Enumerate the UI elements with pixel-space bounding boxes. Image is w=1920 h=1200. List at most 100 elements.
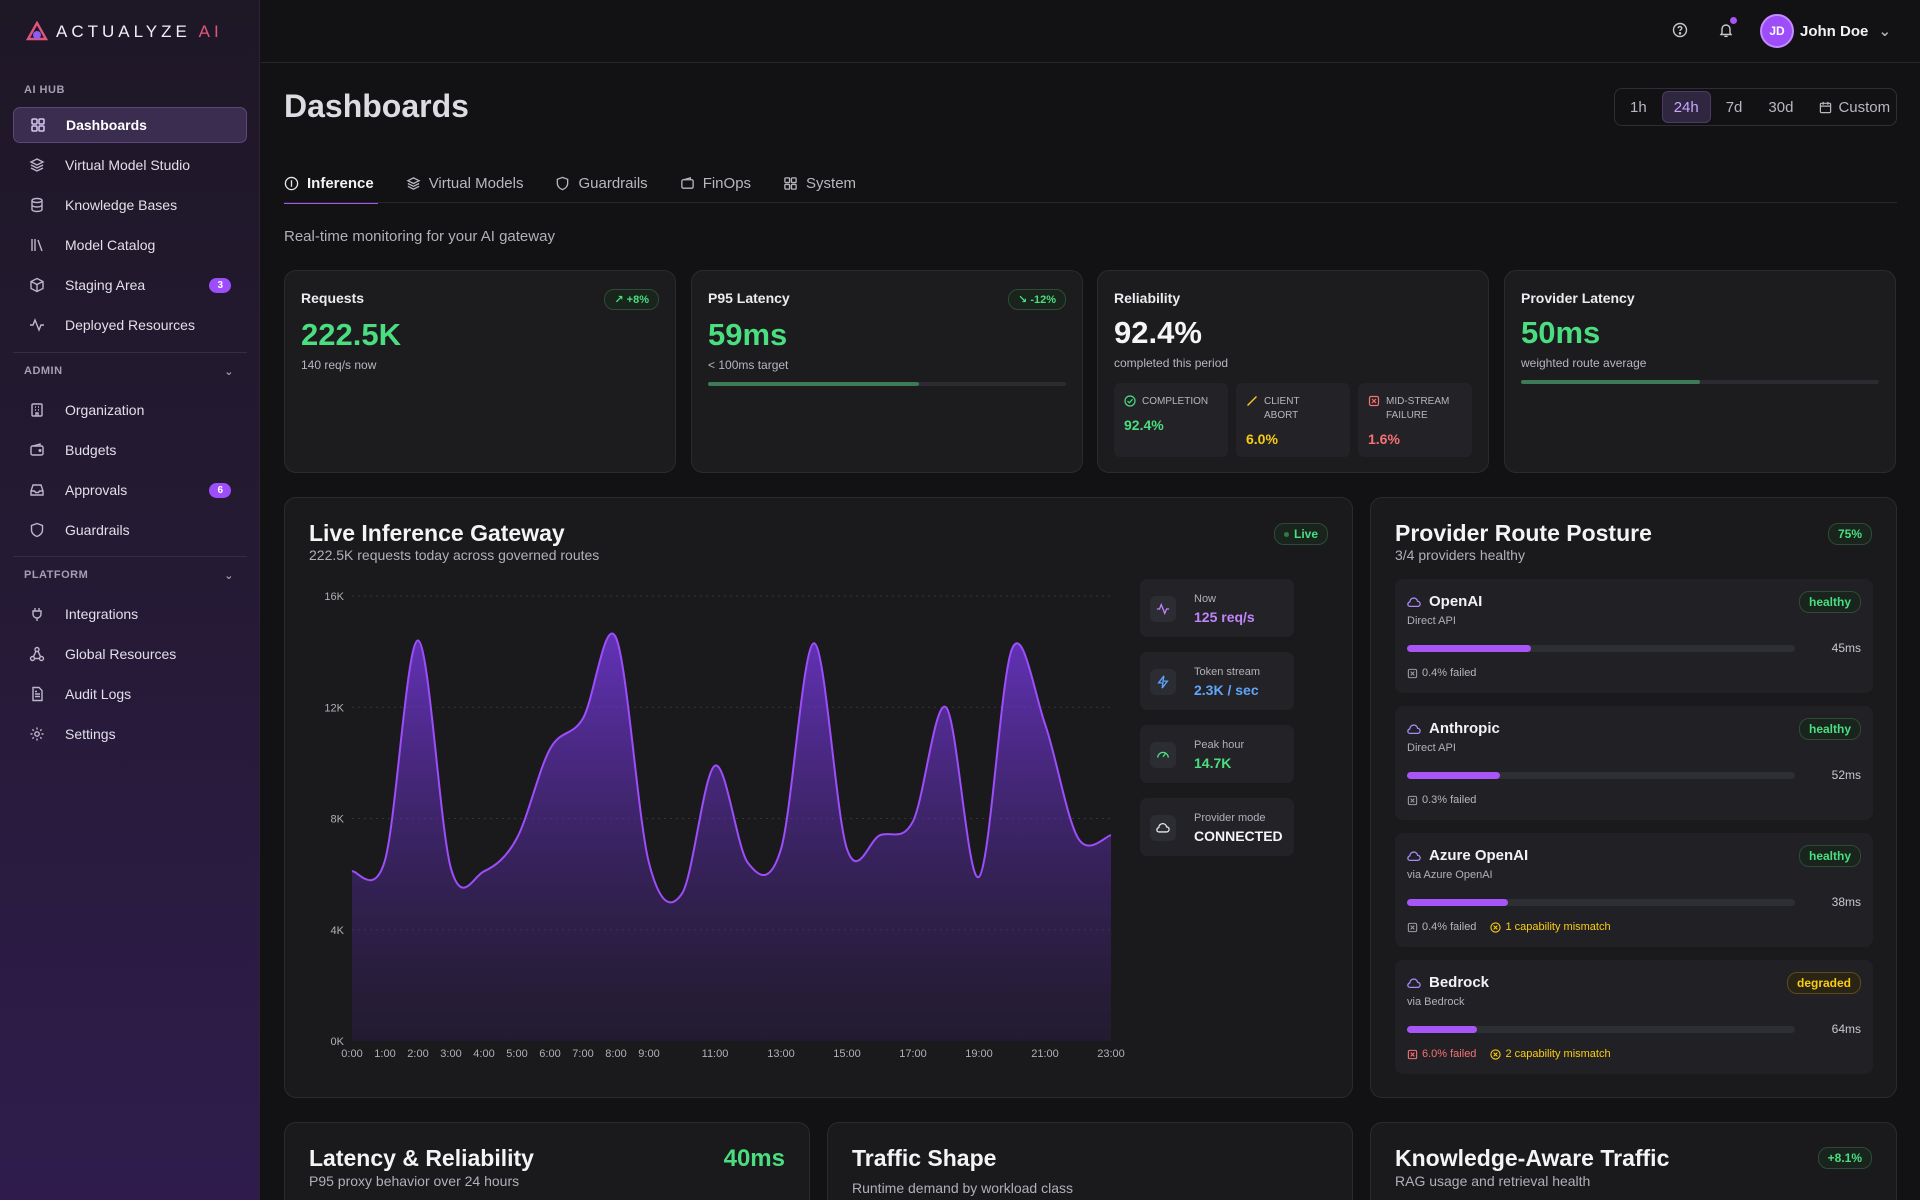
latency-fill: [1407, 772, 1501, 779]
error-square-icon: [1407, 668, 1418, 678]
section-label-admin[interactable]: ADMIN ⌄: [24, 365, 234, 378]
gear-icon: [29, 726, 45, 742]
section-label-platform[interactable]: PLATFORM ⌄: [24, 569, 234, 582]
bell-icon[interactable]: [1715, 17, 1737, 41]
sidebar-item-settings[interactable]: Settings: [13, 716, 247, 752]
sidebar-item-model-catalog[interactable]: Model Catalog: [13, 227, 247, 263]
stat-value: 125 req/s: [1194, 609, 1255, 625]
tab-system[interactable]: System: [783, 164, 856, 202]
library-icon: [29, 237, 45, 253]
stat-value: CONNECTED: [1194, 828, 1283, 844]
help-icon[interactable]: [1669, 19, 1691, 41]
gauge-icon: [1157, 751, 1169, 758]
brand-logo[interactable]: ACTUALYZE AI: [26, 20, 223, 44]
kpi-title: Provider Latency: [1521, 290, 1635, 306]
panel-subtitle: 3/4 providers healthy: [1395, 547, 1525, 563]
latency-track: [1407, 899, 1795, 906]
provider-card-openai[interactable]: OpenAI Direct API healthy 45ms 0.4% fail…: [1395, 579, 1873, 693]
activity-icon: [29, 317, 45, 333]
change-badge: +8.1%: [1817, 1147, 1872, 1169]
cloud-icon: [1407, 597, 1421, 608]
kpi-value: 92.4%: [1114, 315, 1202, 350]
latency-value: 45ms: [1831, 641, 1861, 655]
sidebar-item-deployed-resources[interactable]: Deployed Resources: [13, 307, 247, 343]
sidebar: ACTUALYZE AI AI HUB Dashboards Virtual M…: [0, 0, 260, 1200]
sidebar-item-label: Virtual Model Studio: [65, 157, 191, 173]
kpi-value: 50ms: [1521, 315, 1601, 350]
progress-fill: [708, 382, 920, 386]
latency-value: 64ms: [1831, 1022, 1861, 1036]
y-tick-label: 12K: [324, 702, 344, 714]
x-circle-icon: [1490, 1048, 1502, 1060]
provider-card-bedrock[interactable]: Bedrock via Bedrock degraded 64ms 6.0% f…: [1395, 960, 1873, 1074]
client-abort-value: 6.0%: [1246, 431, 1278, 447]
user-menu[interactable]: John Doe ⌄: [1800, 23, 1892, 40]
sidebar-item-integrations[interactable]: Integrations: [13, 596, 247, 632]
x-tick-label: 15:00: [833, 1048, 861, 1060]
completion-box: COMPLETION 92.4%: [1114, 383, 1228, 457]
x-tick-label: 5:00: [506, 1048, 527, 1060]
provider-route: Direct API: [1407, 615, 1456, 627]
sidebar-item-virtual-model-studio[interactable]: Virtual Model Studio: [13, 147, 247, 183]
error-square-icon: [1407, 795, 1418, 805]
tab-inference[interactable]: Inference: [284, 164, 378, 204]
count-badge: 6: [209, 482, 231, 498]
progress-fill: [1521, 380, 1700, 384]
traffic-shape-panel: Traffic Shape Runtime demand by workload…: [827, 1122, 1353, 1200]
y-tick-label: 16K: [324, 591, 344, 603]
cloud-icon: [1407, 724, 1421, 735]
info-circle-icon: [284, 176, 299, 190]
x-circle-icon: [1490, 921, 1502, 933]
inference-area-chart: 0K 4K 8K 12K 16K 0:00 1:00 2:00 3:00 4:00 5:00 6:00…: [324, 591, 1124, 1060]
panel-title: Latency & Reliability: [309, 1145, 534, 1171]
activity-icon: [1156, 602, 1170, 616]
range-1h[interactable]: 1h: [1630, 98, 1647, 116]
sidebar-item-label: Organization: [65, 402, 145, 418]
avatar[interactable]: JD: [1760, 14, 1794, 48]
calendar-icon: [1820, 101, 1832, 113]
sidebar-item-knowledge-bases[interactable]: Knowledge Bases: [13, 187, 247, 223]
zap-icon: [1157, 675, 1169, 689]
latency-track: [1407, 1026, 1795, 1033]
latency-fill: [1407, 645, 1532, 652]
sidebar-item-global-resources[interactable]: Global Resources: [13, 636, 247, 672]
sidebar-item-label: Budgets: [65, 442, 117, 458]
kpi-requests: Requests ↗ +8% 222.5K 140 req/s now: [284, 270, 676, 473]
provider-route-posture-panel: Provider Route Posture 3/4 providers hea…: [1370, 497, 1897, 1098]
provider-card-azure-openai[interactable]: Azure OpenAI via Azure OpenAI healthy 38…: [1395, 833, 1873, 947]
panel-title: Provider Route Posture: [1395, 520, 1652, 546]
stat-peak-hour: Peak hour 14.7K: [1140, 725, 1294, 783]
range-30d[interactable]: 30d: [1768, 98, 1794, 116]
sidebar-item-guardrails[interactable]: Guardrails: [13, 512, 247, 548]
sidebar-item-approvals[interactable]: Approvals 6: [13, 472, 247, 508]
trend-down-icon: ↘: [1018, 294, 1028, 306]
kpi-title: Reliability: [1114, 290, 1181, 306]
sidebar-item-organization[interactable]: Organization: [13, 392, 247, 428]
x-tick-label: 17:00: [899, 1048, 927, 1060]
tab-finops[interactable]: FinOps: [680, 164, 751, 202]
x-tick-label: 9:00: [638, 1048, 659, 1060]
completion-value: 92.4%: [1124, 417, 1164, 433]
provider-name: Bedrock: [1429, 974, 1490, 991]
health-percent-badge: 75%: [1827, 523, 1872, 545]
grid-icon: [30, 117, 46, 133]
file-text-icon: [29, 686, 45, 702]
x-tick-label: 11:00: [702, 1048, 729, 1060]
sidebar-item-budgets[interactable]: Budgets: [13, 432, 247, 468]
mid-stream-failure-box: MID-STREAM FAILURE 1.6%: [1358, 383, 1472, 457]
latency-track: [1407, 645, 1795, 652]
range-custom[interactable]: Custom: [1808, 91, 1901, 123]
sidebar-item-dashboards[interactable]: Dashboards: [13, 107, 247, 143]
network-icon: [29, 646, 45, 662]
sidebar-item-staging-area[interactable]: Staging Area 3: [13, 267, 247, 303]
wallet-icon: [680, 176, 694, 189]
kpi-sub: weighted route average: [1521, 356, 1647, 370]
range-24h[interactable]: 24h: [1661, 91, 1711, 123]
tab-guardrails[interactable]: Guardrails: [555, 164, 648, 202]
sidebar-item-audit-logs[interactable]: Audit Logs: [13, 676, 247, 712]
range-7d[interactable]: 7d: [1725, 98, 1743, 116]
x-tick-label: 2:00: [407, 1048, 428, 1060]
provider-card-anthropic[interactable]: Anthropic Direct API healthy 52ms 0.3% f…: [1395, 706, 1873, 820]
tab-virtual-models[interactable]: Virtual Models: [406, 164, 523, 202]
sidebar-item-label: Deployed Resources: [65, 317, 195, 333]
